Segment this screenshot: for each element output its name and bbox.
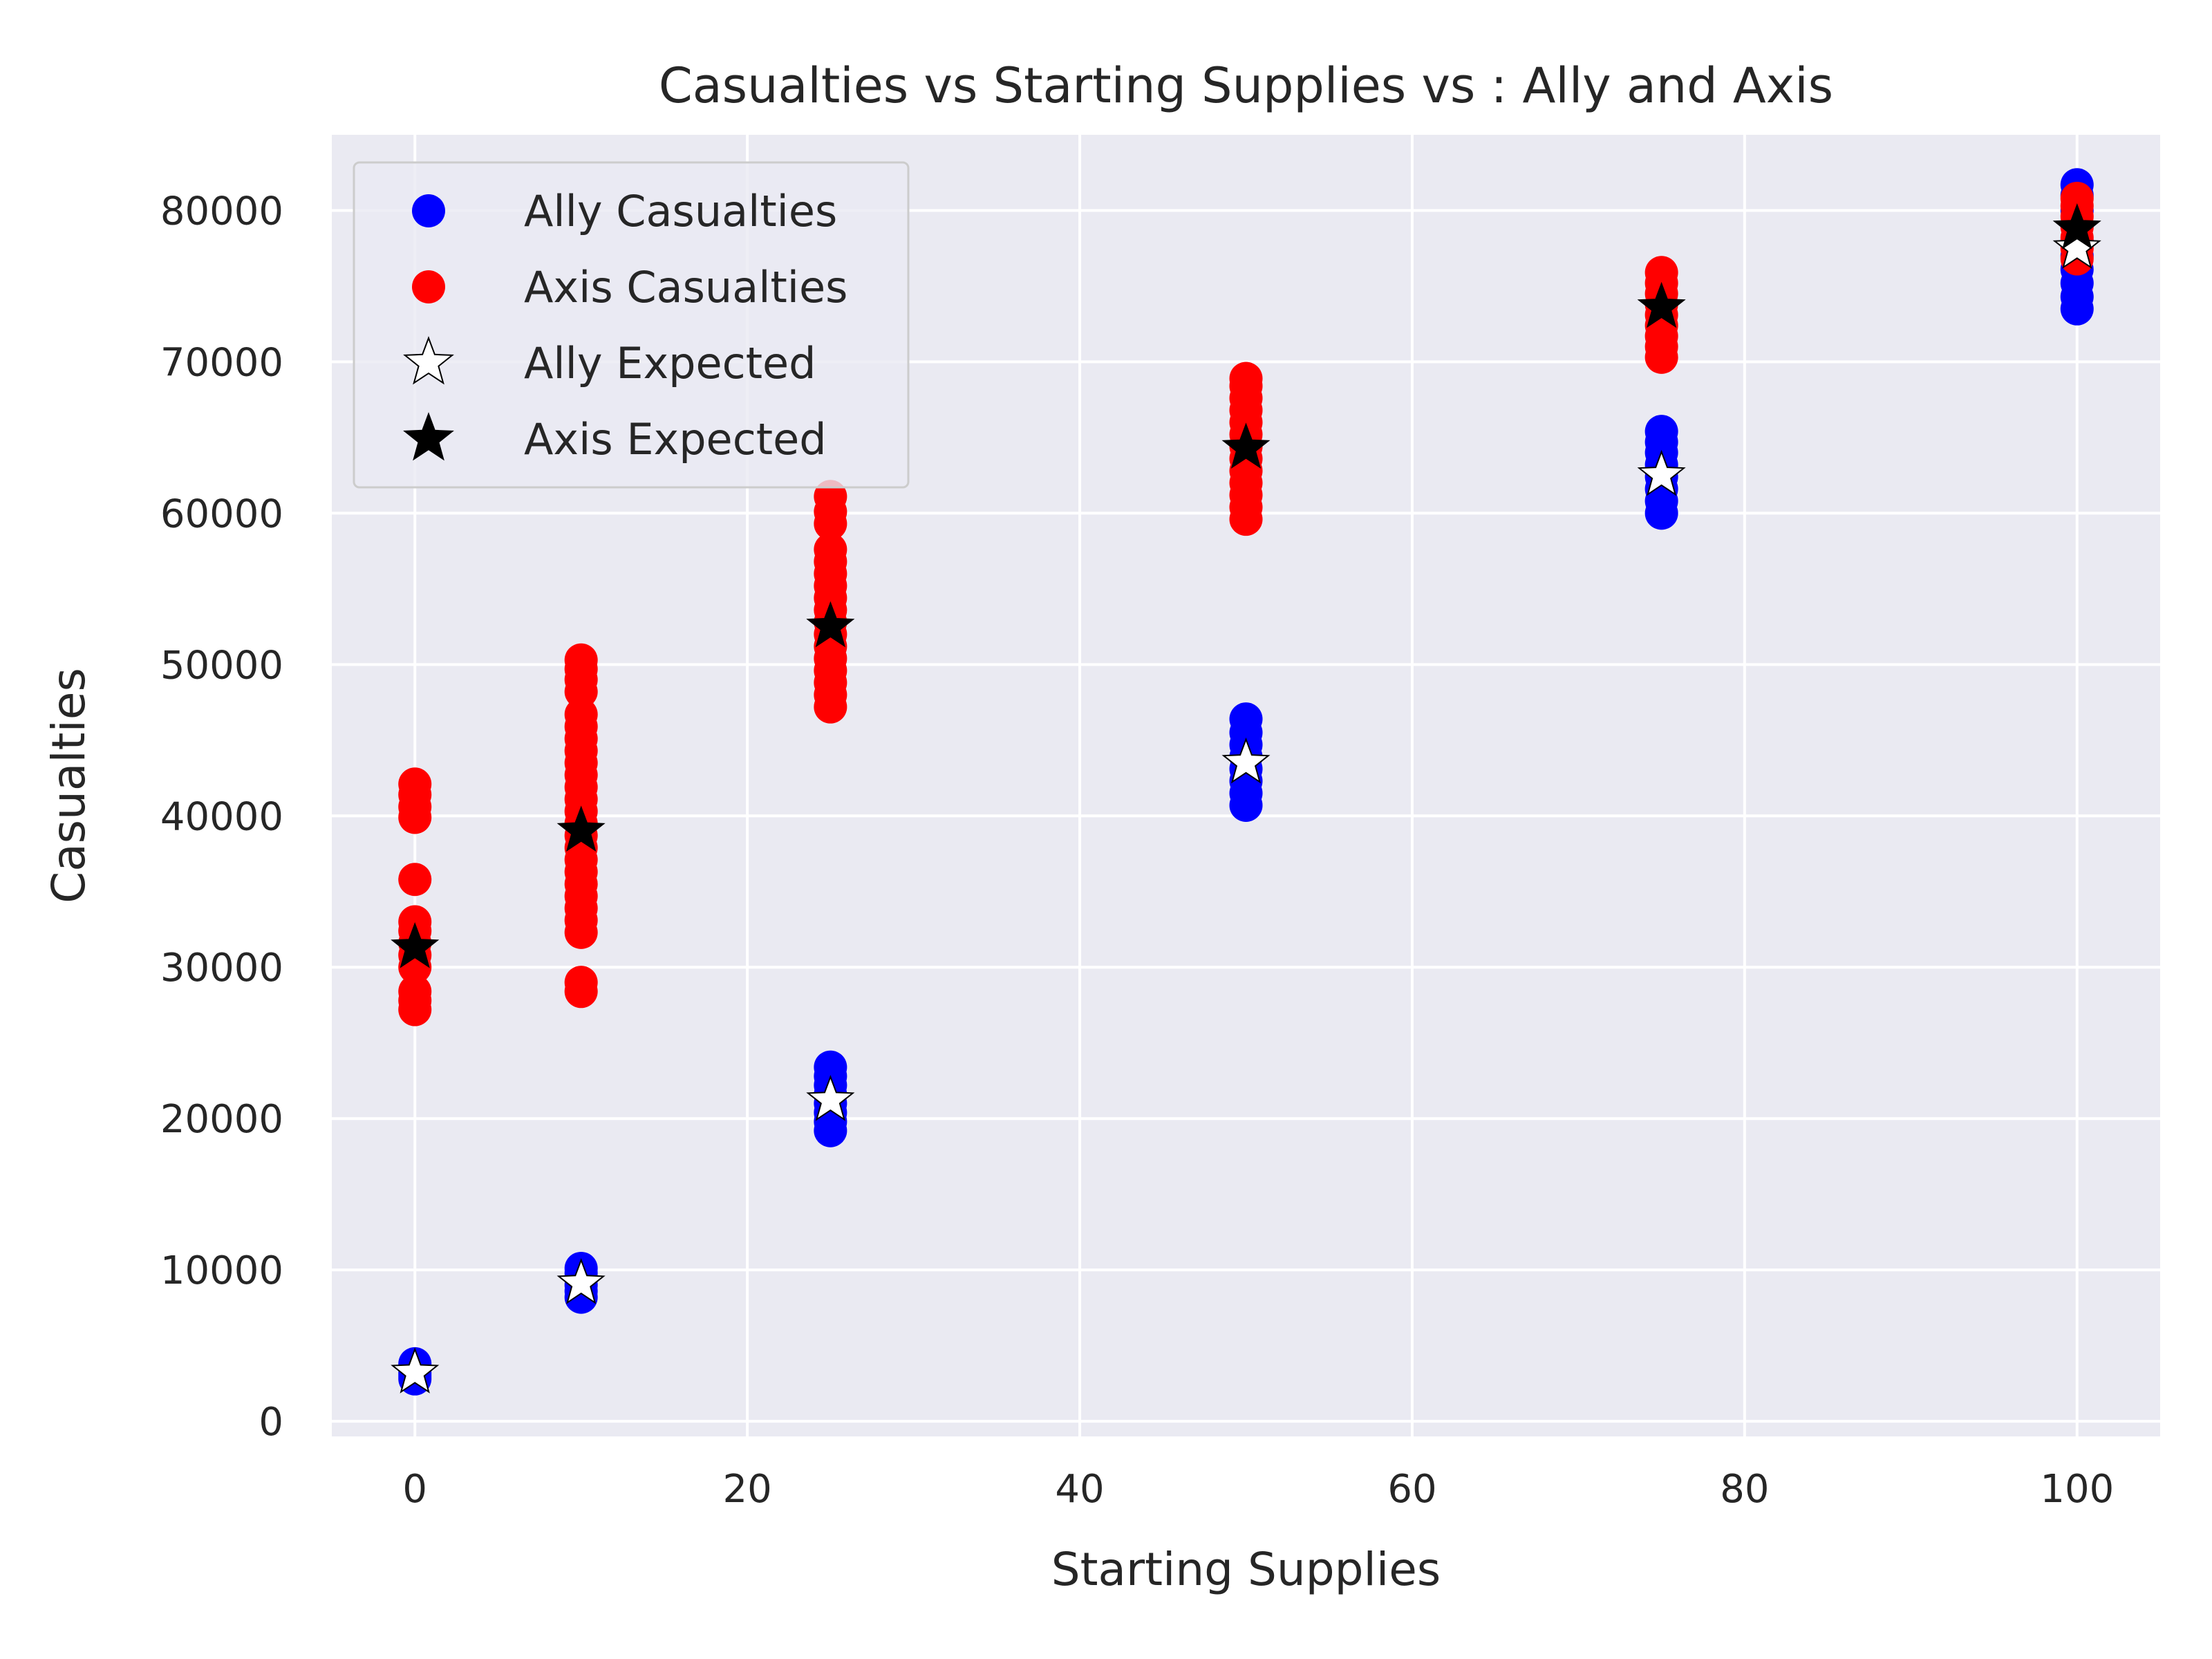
chart-title: Casualties vs Starting Supplies vs : All… bbox=[659, 57, 1833, 114]
legend-marker bbox=[403, 412, 454, 461]
data-point bbox=[564, 966, 598, 1000]
data-point bbox=[814, 1050, 847, 1084]
data-point bbox=[1644, 256, 1678, 290]
x-tick-labels: 0 20 40 60 80 100 bbox=[402, 1467, 2114, 1512]
x-tick-label: 80 bbox=[1720, 1467, 1769, 1512]
data-point-star bbox=[556, 1258, 606, 1304]
legend-box bbox=[353, 161, 910, 489]
data-point-star bbox=[391, 921, 440, 968]
y-tick-label: 40000 bbox=[160, 794, 283, 839]
data-point-star bbox=[556, 805, 606, 852]
data-point bbox=[564, 697, 598, 731]
data-point bbox=[814, 532, 847, 566]
data-point-star bbox=[1637, 449, 1686, 496]
y-tick-label: 10000 bbox=[160, 1248, 283, 1293]
data-point-star bbox=[1637, 281, 1686, 328]
data-point bbox=[564, 643, 598, 677]
legend-label: Axis Expected bbox=[524, 414, 827, 465]
data-point-star bbox=[391, 1347, 440, 1394]
data-point-star bbox=[2052, 203, 2101, 250]
legend-marker bbox=[412, 194, 445, 227]
x-axis-label: Starting Supplies bbox=[1051, 1543, 1441, 1596]
x-tick-label: 60 bbox=[1387, 1467, 1436, 1512]
legend-label: Ally Casualties bbox=[524, 186, 837, 236]
series-3 bbox=[391, 223, 2101, 1394]
data-point-star bbox=[1221, 737, 1271, 784]
y-tick-labels: 0 10000 20000 30000 40000 50000 60000 70000 8000… bbox=[160, 189, 283, 1445]
data-point bbox=[1229, 362, 1263, 395]
series-4 bbox=[391, 203, 2101, 968]
legend-marker bbox=[403, 336, 454, 385]
data-point bbox=[398, 863, 432, 897]
data-point bbox=[398, 905, 432, 939]
data-point bbox=[1229, 702, 1263, 736]
data-point bbox=[398, 767, 432, 801]
data-point-star bbox=[1221, 422, 1271, 469]
y-tick-label: 50000 bbox=[160, 643, 283, 688]
legend-label: Ally Expected bbox=[524, 338, 816, 388]
y-tick-label: 30000 bbox=[160, 946, 283, 991]
x-tick-label: 20 bbox=[723, 1467, 772, 1512]
x-tick-label: 40 bbox=[1055, 1467, 1104, 1512]
data-point-star bbox=[2052, 223, 2101, 270]
y-tick-label: 20000 bbox=[160, 1097, 283, 1142]
legend-marker bbox=[412, 270, 445, 303]
y-tick-label: 80000 bbox=[160, 189, 283, 234]
data-point bbox=[2060, 181, 2094, 215]
x-tick-label: 100 bbox=[2040, 1467, 2114, 1512]
y-axis-label: Casualties bbox=[42, 668, 95, 903]
data-points bbox=[391, 168, 2101, 1396]
y-tick-label: 70000 bbox=[160, 340, 283, 385]
data-point bbox=[1644, 415, 1678, 449]
y-tick-label: 60000 bbox=[160, 491, 283, 536]
legend: Ally Casualties Axis Casualties Ally Expec… bbox=[353, 161, 910, 489]
data-point bbox=[398, 975, 432, 1009]
legend-label: Axis Casualties bbox=[524, 262, 847, 312]
x-tick-label: 0 bbox=[402, 1467, 427, 1512]
y-tick-label: 0 bbox=[259, 1400, 283, 1445]
data-point-star bbox=[806, 601, 855, 648]
data-point-star bbox=[806, 1075, 855, 1121]
